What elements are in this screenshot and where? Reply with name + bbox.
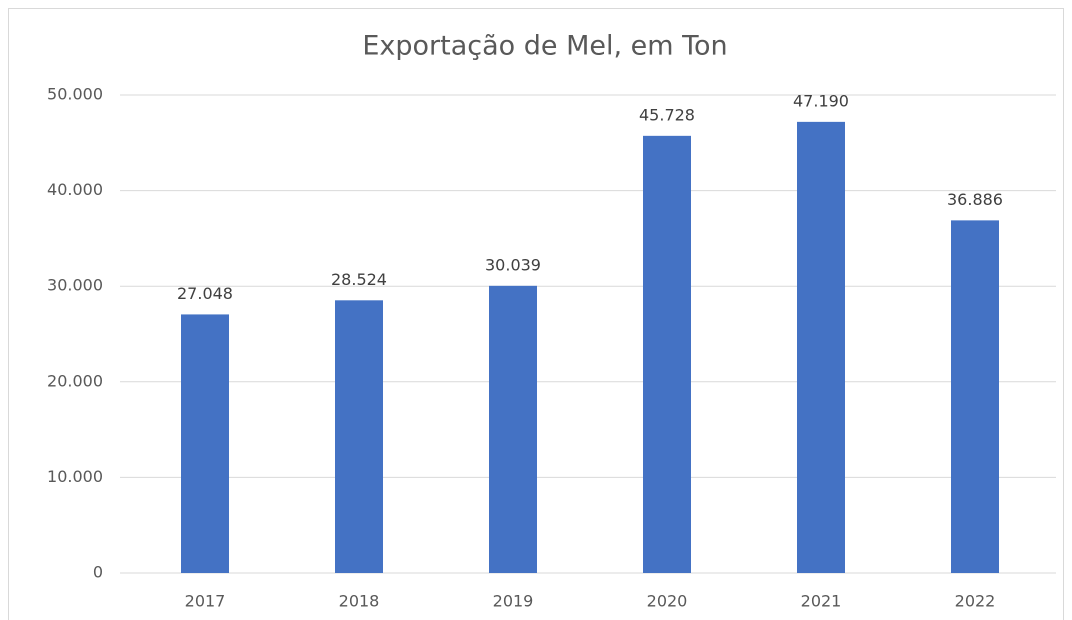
x-tick-label: 2020 [647,592,688,611]
x-tick-label: 2018 [339,592,380,611]
y-tick-label: 10.000 [47,467,103,486]
y-tick-label: 50.000 [47,85,103,104]
y-tick-label: 30.000 [47,276,103,295]
y-tick-label: 0 [93,563,103,582]
y-tick-label: 40.000 [47,180,103,199]
bar [797,121,845,574]
data-label: 30.039 [485,255,541,274]
x-tick-label: 2022 [955,592,996,611]
data-label: 36.886 [947,190,1003,209]
chart-title: Exportação de Mel, em Ton [362,31,727,62]
x-tick-label: 2017 [185,592,226,611]
x-tick-label: 2019 [493,592,534,611]
bar [489,285,537,573]
data-label: 47.190 [793,91,849,110]
x-tick-label: 2021 [801,592,842,611]
bar [335,300,383,573]
data-label: 28.524 [331,270,387,289]
bar [643,135,691,573]
bar [181,314,229,573]
data-label: 45.728 [639,105,695,124]
y-tick-label: 20.000 [47,371,103,390]
bar [951,220,999,573]
data-label: 27.048 [177,284,233,303]
